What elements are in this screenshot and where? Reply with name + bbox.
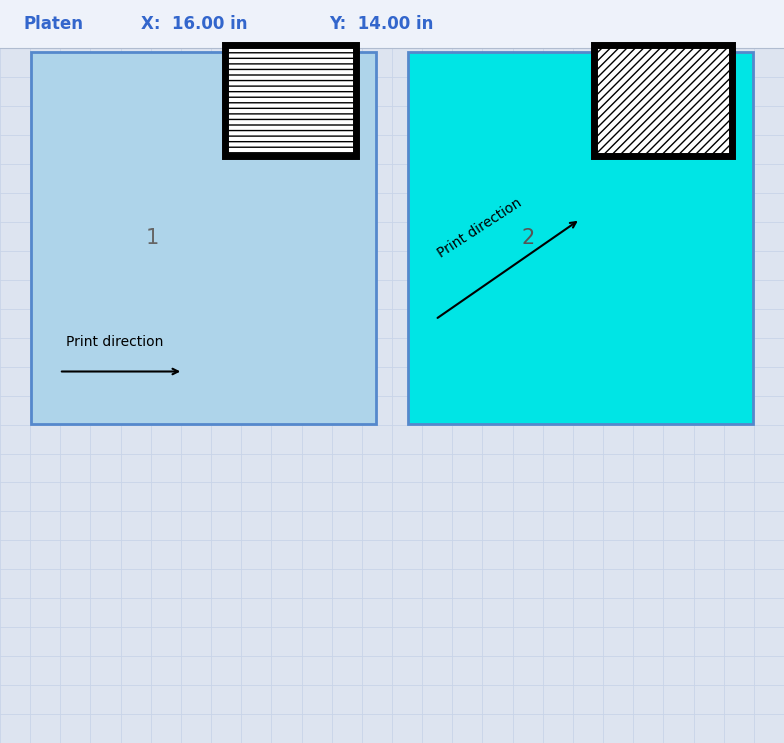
Text: Y:  14.00 in: Y: 14.00 in [329,15,434,33]
Bar [408,52,753,424]
Bar [594,45,732,156]
Text: X:  16.00 in: X: 16.00 in [141,15,248,33]
Text: 2: 2 [522,228,535,247]
Text: Print direction: Print direction [435,195,524,260]
Bar [31,52,376,424]
Text: 1: 1 [146,228,158,247]
Bar [0,0,784,48]
Bar [224,45,356,156]
Text: Platen: Platen [24,15,84,33]
Text: Print direction: Print direction [66,335,163,349]
